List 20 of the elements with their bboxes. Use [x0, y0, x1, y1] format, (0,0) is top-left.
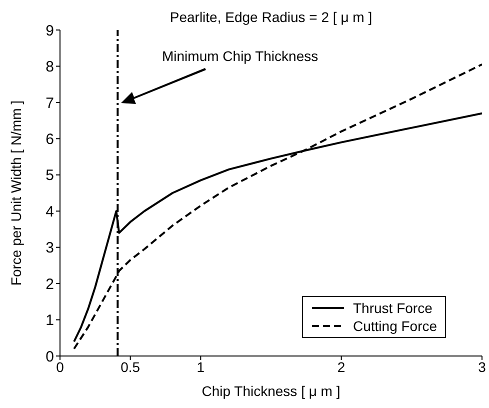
legend-label: Cutting Force — [353, 317, 438, 335]
x-tick-label: 3 — [478, 358, 486, 375]
x-tick-label: 2 — [337, 358, 346, 375]
legend-label: Thrust Force — [353, 299, 432, 317]
y-tick-label: 6 — [46, 130, 54, 148]
annotation: Minimum Chip Thickness — [162, 48, 318, 64]
y-tick-label: 8 — [46, 58, 54, 76]
y-tick-label: 3 — [46, 240, 54, 257]
x-tick-label: 0.5 — [120, 358, 140, 375]
y-tick-label: 1 — [46, 312, 54, 330]
chart-title: Pearlite, Edge Radius = 2 [ μ m ] — [168, 9, 374, 25]
y-tick-label: 7 — [46, 94, 54, 112]
y-axis-title: Force per Unit Width [ N/mm ] — [8, 100, 24, 286]
y-tick-label: 4 — [46, 203, 54, 220]
x-axis-title: Chip Thickness [ μ m ] — [202, 383, 340, 399]
y-tick-label: 5 — [46, 167, 54, 184]
x-tick-label: 0 — [56, 358, 64, 375]
y-tick-label: 2 — [46, 276, 54, 293]
x-tick-label: 1 — [196, 358, 205, 375]
y-tick-label: 9 — [46, 22, 54, 40]
